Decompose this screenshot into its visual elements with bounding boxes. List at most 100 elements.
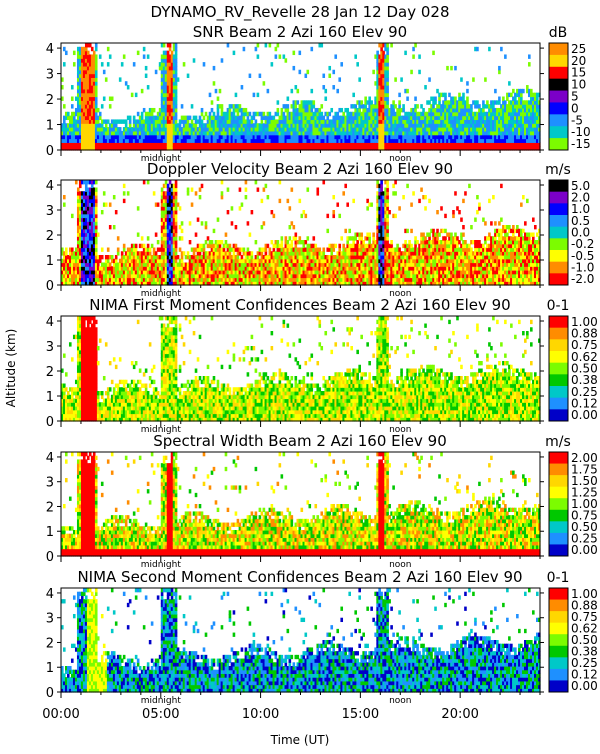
- heatmap-cell: [360, 100, 363, 104]
- heatmap-cell: [149, 251, 152, 255]
- heatmap-cell: [71, 104, 74, 108]
- heatmap-cell: [460, 77, 463, 81]
- heatmap-cell: [398, 93, 401, 97]
- heatmap-cell: [101, 123, 104, 127]
- heatmap-cell: [304, 214, 307, 218]
- heatmap-cell: [209, 112, 212, 116]
- heatmap-cell: [450, 66, 453, 70]
- heatmap-cell: [219, 89, 222, 93]
- heatmap-cell: [328, 66, 331, 70]
- heatmap-cell: [143, 180, 146, 184]
- heatmap-cell: [299, 199, 302, 203]
- heatmap-cell: [414, 108, 417, 112]
- heatmap-cell: [101, 104, 104, 108]
- heatmap-cell: [259, 74, 262, 78]
- heatmap-cell: [386, 93, 389, 97]
- heatmap-cell: [171, 51, 174, 55]
- heatmap-cell: [330, 251, 333, 255]
- heatmap-cell: [95, 112, 98, 116]
- heatmap-cell: [310, 89, 313, 93]
- y-tick-label: 4: [46, 42, 54, 57]
- heatmap-cell: [285, 236, 288, 240]
- heatmap-cell: [470, 104, 473, 108]
- heatmap-cell: [386, 77, 389, 81]
- heatmap-cell: [175, 66, 178, 70]
- heatmap-cell: [398, 100, 401, 104]
- heatmap-cell: [143, 108, 146, 112]
- heatmap-cell: [95, 66, 98, 70]
- colorbar-unit: dB: [549, 25, 568, 41]
- heatmap-cell: [217, 112, 220, 116]
- heatmap-cell: [175, 229, 178, 233]
- heatmap-cell: [466, 100, 469, 104]
- heatmap-cell: [95, 221, 98, 225]
- heatmap-cell: [263, 81, 266, 85]
- heatmap-cell: [175, 195, 178, 199]
- heatmap-cell: [263, 112, 266, 116]
- heatmap-cell: [175, 81, 178, 85]
- heatmap-cell: [251, 210, 254, 214]
- heatmap-cell: [380, 47, 383, 51]
- heatmap-cell: [103, 70, 106, 74]
- heatmap-cell: [229, 108, 232, 112]
- heatmap-cell: [201, 184, 204, 188]
- heatmap-cell: [175, 251, 178, 255]
- heatmap-cell: [89, 43, 92, 47]
- heatmap-cell: [95, 85, 98, 89]
- heatmap-cell: [203, 244, 206, 248]
- heatmap-cell: [203, 116, 206, 120]
- heatmap-cell: [147, 54, 150, 58]
- heatmap-cell: [312, 104, 315, 108]
- heatmap-cell: [263, 221, 266, 225]
- heatmap-cell: [63, 203, 66, 207]
- heatmap-cell: [318, 108, 321, 112]
- heatmap-cell: [175, 214, 178, 218]
- heatmap-cell: [412, 54, 415, 58]
- heatmap-cell: [306, 236, 309, 240]
- heatmap-cell: [205, 240, 208, 244]
- heatmap-cell: [63, 119, 66, 123]
- heatmap-cell: [293, 51, 296, 55]
- heatmap-cell: [506, 97, 509, 101]
- heatmap-cell: [193, 58, 196, 62]
- heatmap-cell: [109, 104, 112, 108]
- heatmap-cell: [209, 93, 212, 97]
- heatmap-cell: [404, 51, 407, 55]
- heatmap-cell: [316, 188, 319, 192]
- heatmap-cell: [386, 43, 389, 47]
- heatmap-cell: [109, 225, 112, 229]
- heatmap-cell: [65, 51, 68, 55]
- heatmap-cell: [394, 104, 397, 108]
- heatmap-cell: [386, 70, 389, 74]
- heatmap-cell: [265, 184, 268, 188]
- heatmap-cell: [482, 100, 485, 104]
- heatmap-cell: [143, 47, 146, 51]
- heatmap-cell: [277, 100, 280, 104]
- heatmap-cell: [273, 214, 276, 218]
- heatmap-cell: [328, 112, 331, 116]
- heatmap-cell: [201, 108, 204, 112]
- heatmap-cell: [414, 43, 417, 47]
- heatmap-cell: [277, 112, 280, 116]
- heatmap-field: [61, 180, 541, 286]
- heatmap-cell: [87, 51, 90, 55]
- heatmap-cell: [257, 54, 260, 58]
- heatmap-cell: [221, 58, 224, 62]
- heatmap-cell: [95, 206, 98, 210]
- heatmap-cell: [95, 58, 98, 62]
- heatmap-cell: [221, 104, 224, 108]
- heatmap-cell: [85, 184, 88, 188]
- heatmap-cell: [245, 188, 248, 192]
- x-axis-label: Time (UT): [270, 733, 330, 747]
- heatmap-cell: [175, 199, 178, 203]
- heatmap-cell: [107, 47, 110, 51]
- heatmap-cell: [221, 195, 224, 199]
- heatmap-cell: [217, 97, 220, 101]
- heatmap-cell: [135, 244, 138, 248]
- heatmap-cell: [95, 244, 98, 248]
- heatmap-cell: [249, 74, 252, 78]
- heatmap-cell: [239, 104, 242, 108]
